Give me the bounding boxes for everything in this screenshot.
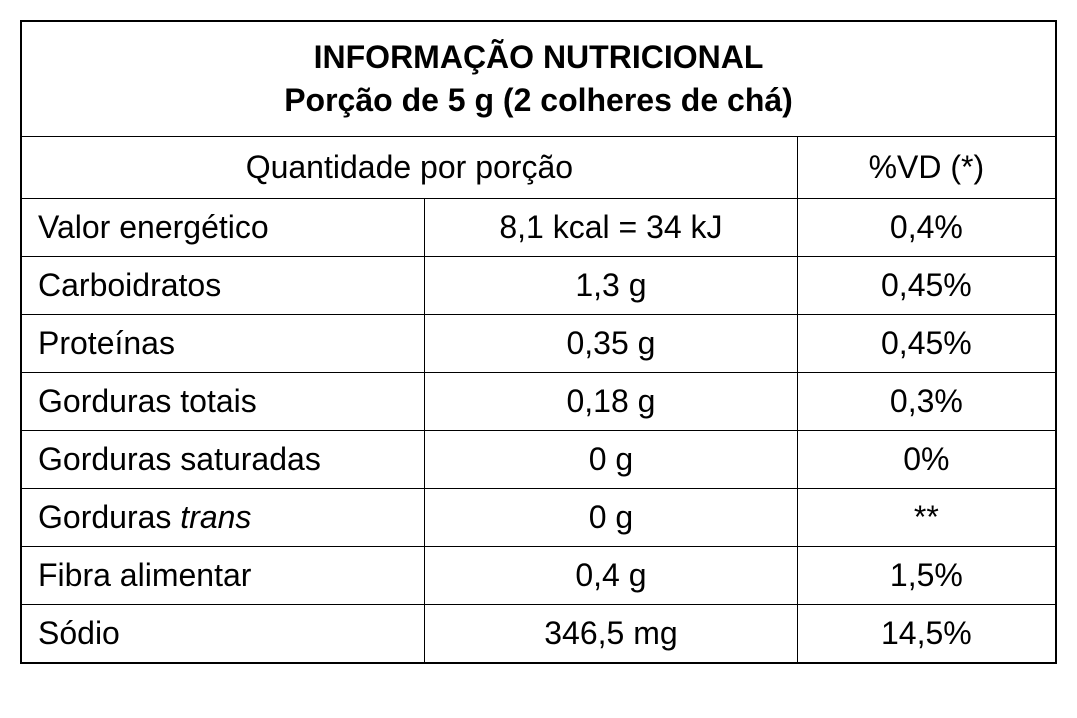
nutrient-name: Gorduras totais (21, 373, 425, 431)
nutrient-vd: ** (797, 489, 1056, 547)
nutrient-name: Gorduras trans (21, 489, 425, 547)
table-title-cell: INFORMAÇÃO NUTRICIONAL Porção de 5 g (2 … (21, 21, 1056, 137)
vd-header: %VD (*) (797, 137, 1056, 199)
nutrient-name: Sódio (21, 605, 425, 664)
nutrient-vd: 0,45% (797, 315, 1056, 373)
nutrient-name: Valor energético (21, 199, 425, 257)
nutrient-vd: 0% (797, 431, 1056, 489)
table-row: Gorduras trans 0 g ** (21, 489, 1056, 547)
nutrient-amount: 8,1 kcal = 34 kJ (425, 199, 798, 257)
nutrient-amount: 346,5 mg (425, 605, 798, 664)
table-header-row: INFORMAÇÃO NUTRICIONAL Porção de 5 g (2 … (21, 21, 1056, 137)
nutrient-name: Gorduras saturadas (21, 431, 425, 489)
nutrient-vd: 14,5% (797, 605, 1056, 664)
title-line2: Porção de 5 g (2 colheres de chá) (284, 82, 793, 118)
nutrient-amount: 0 g (425, 431, 798, 489)
table-row: Proteínas 0,35 g 0,45% (21, 315, 1056, 373)
nutrient-amount: 0,4 g (425, 547, 798, 605)
nutrient-amount: 0,35 g (425, 315, 798, 373)
nutrient-amount: 0 g (425, 489, 798, 547)
table-row: Gorduras saturadas 0 g 0% (21, 431, 1056, 489)
nutrient-name: Carboidratos (21, 257, 425, 315)
title-line1: INFORMAÇÃO NUTRICIONAL (314, 39, 764, 75)
nutrient-vd: 0,45% (797, 257, 1056, 315)
table-row: Carboidratos 1,3 g 0,45% (21, 257, 1056, 315)
nutrient-name: Fibra alimentar (21, 547, 425, 605)
nutrient-amount: 1,3 g (425, 257, 798, 315)
table-subheader-row: Quantidade por porção %VD (*) (21, 137, 1056, 199)
nutrition-table: INFORMAÇÃO NUTRICIONAL Porção de 5 g (2 … (20, 20, 1057, 664)
nutrient-amount: 0,18 g (425, 373, 798, 431)
table-row: Gorduras totais 0,18 g 0,3% (21, 373, 1056, 431)
nutrient-vd: 1,5% (797, 547, 1056, 605)
table-row: Valor energético 8,1 kcal = 34 kJ 0,4% (21, 199, 1056, 257)
nutrient-vd: 0,4% (797, 199, 1056, 257)
nutrient-name: Proteínas (21, 315, 425, 373)
table-row: Sódio 346,5 mg 14,5% (21, 605, 1056, 664)
nutrient-vd: 0,3% (797, 373, 1056, 431)
table-row: Fibra alimentar 0,4 g 1,5% (21, 547, 1056, 605)
quantity-header: Quantidade por porção (21, 137, 797, 199)
